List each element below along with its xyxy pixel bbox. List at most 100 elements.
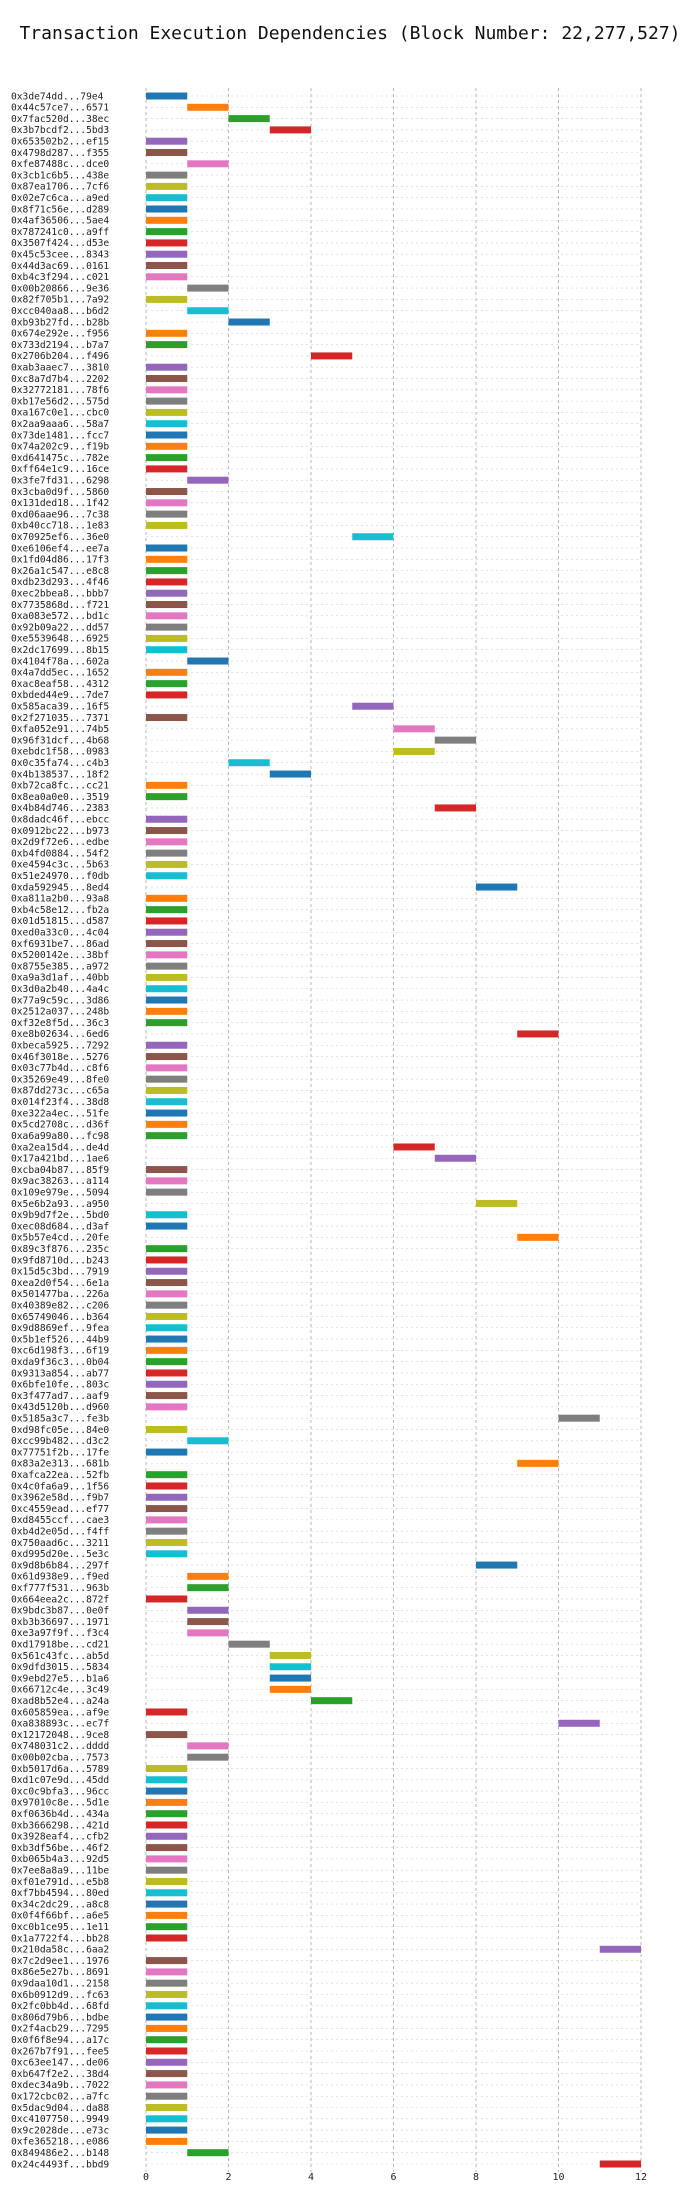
transaction-label: 0xb647f2e2...38d4 bbox=[11, 2069, 109, 2080]
transaction-bar bbox=[146, 2070, 188, 2078]
transaction-bar bbox=[146, 341, 188, 349]
transaction-label: 0x3b7bcdf2...5bd3 bbox=[11, 125, 109, 136]
transaction-bar bbox=[146, 906, 188, 914]
transaction-label: 0xb72ca8fc...cc21 bbox=[11, 781, 109, 792]
transaction-label: 0x1fd04d86...17f3 bbox=[11, 555, 109, 566]
transaction-bar bbox=[146, 1832, 188, 1840]
transaction-bar bbox=[146, 1369, 188, 1377]
transaction-bar bbox=[558, 1414, 600, 1422]
transaction-label: 0xcba04b87...85f9 bbox=[11, 1165, 109, 1176]
transaction-label: 0xb5017d6a...5789 bbox=[11, 1764, 109, 1775]
transaction-label: 0x7c2d9ee1...1976 bbox=[11, 1956, 109, 1967]
transaction-bar bbox=[146, 996, 188, 1004]
transaction-label: 0x6bfe10fe...803c bbox=[11, 1380, 109, 1391]
transaction-bar bbox=[146, 1279, 188, 1287]
transaction-label: 0x87dd273c...c65a bbox=[11, 1086, 109, 1097]
transaction-label: 0x3962e58d...f9b7 bbox=[11, 1493, 109, 1504]
transaction-bar bbox=[146, 1075, 188, 1083]
transaction-bar bbox=[228, 318, 270, 326]
transaction-label: 0x585aca39...16f5 bbox=[11, 702, 109, 713]
transaction-label: 0x61d938e9...f9ed bbox=[11, 1572, 109, 1583]
transaction-bar bbox=[146, 1505, 188, 1513]
transaction-label: 0x83a2e313...681b bbox=[11, 1459, 109, 1470]
transaction-label: 0x014f23f4...38d8 bbox=[11, 1097, 109, 1108]
transaction-label: 0x109e979e...5094 bbox=[11, 1187, 109, 1198]
transaction-label: 0x44c57ce7...6571 bbox=[11, 103, 109, 114]
transaction-bar bbox=[146, 928, 188, 936]
transaction-label: 0x131ded18...1f42 bbox=[11, 498, 109, 509]
transaction-label: 0xe5539648...6925 bbox=[11, 634, 109, 645]
transaction-label: 0x2f4acb29...7295 bbox=[11, 2024, 109, 2035]
transaction-label: 0xc63ee147...de06 bbox=[11, 2058, 109, 2069]
transaction-label: 0x9b9d7f2e...5bd0 bbox=[11, 1210, 109, 1221]
transaction-bar bbox=[269, 1674, 311, 1682]
transaction-bar bbox=[146, 1425, 188, 1433]
transaction-label: 0xcc040aa8...b6d2 bbox=[11, 306, 109, 317]
transaction-bar bbox=[146, 1324, 188, 1332]
transaction-bar bbox=[146, 2058, 188, 2066]
transaction-label: 0x89c3f876...235c bbox=[11, 1244, 109, 1255]
transaction-bar bbox=[146, 1256, 188, 1264]
transaction-label: 0x2aa9aaa6...58a7 bbox=[11, 419, 109, 430]
transaction-label: 0x267b7f91...fee5 bbox=[11, 2046, 109, 2057]
transaction-bar bbox=[393, 747, 435, 755]
transaction-label: 0xe322a4ec...51fe bbox=[11, 1108, 109, 1119]
transaction-label: 0x664eea2c...872f bbox=[11, 1594, 109, 1605]
transaction-label: 0x7735868d...f721 bbox=[11, 600, 109, 611]
transaction-bar bbox=[146, 499, 188, 507]
transaction-bar bbox=[146, 273, 188, 281]
transaction-label: 0x2dc17699...8b15 bbox=[11, 645, 109, 656]
transaction-bar bbox=[146, 1866, 188, 1874]
transaction-label: 0x0912bc22...b973 bbox=[11, 826, 109, 837]
transaction-bar bbox=[434, 804, 476, 812]
transaction-bar bbox=[146, 431, 188, 439]
transaction-label: 0x787241c0...a9ff bbox=[11, 227, 109, 238]
transaction-label: 0x9d8b6b84...297f bbox=[11, 1560, 109, 1571]
x-tick-label: 0 bbox=[143, 2172, 149, 2183]
transaction-bar bbox=[146, 1177, 188, 1185]
transaction-bar bbox=[146, 1527, 188, 1535]
transaction-bar bbox=[146, 623, 188, 631]
transaction-bar bbox=[146, 1516, 188, 1524]
transaction-bar bbox=[146, 465, 188, 473]
transaction-label: 0x51e24970...f0db bbox=[11, 871, 109, 882]
transaction-bar bbox=[146, 1392, 188, 1400]
transaction-label: 0xdec34a9b...7022 bbox=[11, 2080, 109, 2091]
transaction-label: 0x77751f2b...17fe bbox=[11, 1447, 109, 1458]
transaction-bar bbox=[146, 2002, 188, 2010]
transaction-label: 0xc6d198f3...6f19 bbox=[11, 1346, 109, 1357]
transaction-bar bbox=[187, 103, 229, 111]
transaction-label: 0x45c53cee...8343 bbox=[11, 250, 109, 261]
transaction-bar bbox=[146, 985, 188, 993]
transaction-label: 0xe3a97f9f...f3c4 bbox=[11, 1628, 109, 1639]
transaction-bar bbox=[146, 894, 188, 902]
x-tick-label: 8 bbox=[473, 2172, 479, 2183]
transaction-label: 0x3507f424...d53e bbox=[11, 238, 109, 249]
transaction-label: 0xb17e56d2...575d bbox=[11, 396, 109, 407]
transaction-bar bbox=[146, 1166, 188, 1174]
bars-group bbox=[146, 92, 641, 2168]
transaction-bar bbox=[146, 2013, 188, 2021]
x-tick-label: 12 bbox=[635, 2172, 647, 2183]
transaction-label: 0x4a7dd5ec...1652 bbox=[11, 668, 109, 679]
transaction-bar bbox=[146, 1358, 188, 1366]
transaction-label: 0x12172048...9ce8 bbox=[11, 1730, 109, 1741]
transaction-label: 0xebdc1f58...0983 bbox=[11, 747, 109, 758]
transaction-bar bbox=[311, 352, 353, 360]
transaction-bar bbox=[269, 1651, 311, 1659]
transaction-label: 0xdb23d293...4f46 bbox=[11, 577, 109, 588]
transaction-label: 0x70925ef6...36e0 bbox=[11, 532, 109, 543]
transaction-bar bbox=[146, 1923, 188, 1931]
transaction-bar bbox=[146, 1301, 188, 1309]
transaction-bar bbox=[146, 860, 188, 868]
transaction-label: 0xc8a7d7b4...2202 bbox=[11, 374, 109, 385]
transaction-label: 0xac8eaf58...4312 bbox=[11, 679, 109, 690]
transaction-bar bbox=[146, 1844, 188, 1852]
transaction-bar bbox=[146, 1245, 188, 1253]
transaction-label: 0x8dadc46f...ebcc bbox=[11, 815, 109, 826]
transaction-bar bbox=[146, 228, 188, 236]
transaction-label: 0xe4594c3c...5b63 bbox=[11, 860, 109, 871]
transaction-bar bbox=[393, 725, 435, 733]
transaction-bar bbox=[146, 827, 188, 835]
transaction-bar bbox=[146, 521, 188, 529]
